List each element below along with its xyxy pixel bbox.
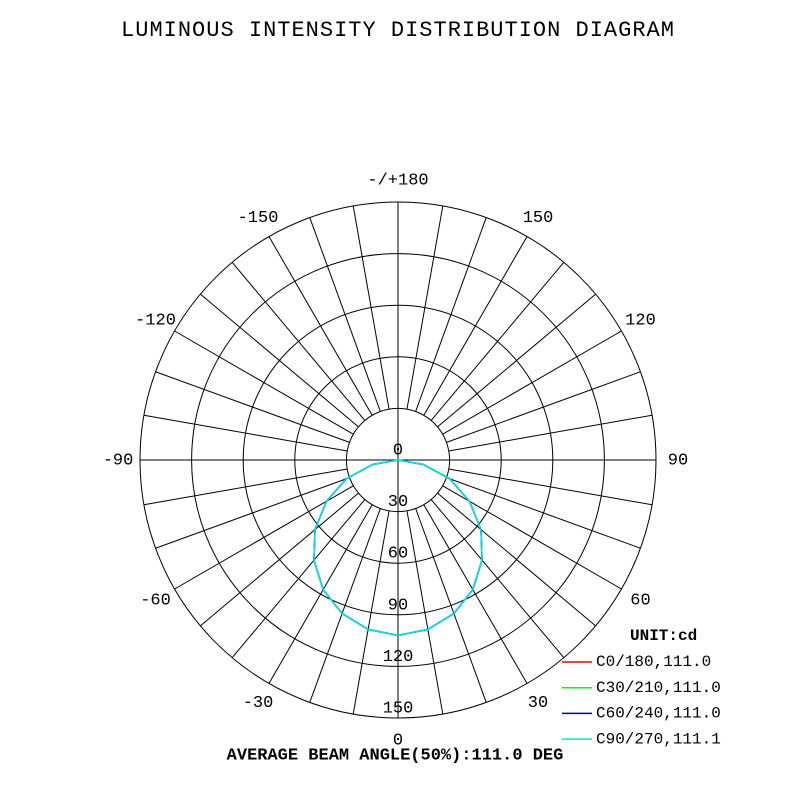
grid-spoke [155,477,350,549]
r-tick-label: 30 [388,493,408,512]
grid-spoke [231,499,366,658]
angle-tick-label: -/+180 [367,171,428,190]
footer: AVERAGE BEAM ANGLE(50%):111.0 DEG [227,746,564,765]
grid-spoke [423,236,528,416]
grid-spoke [448,414,653,452]
legend-label: C60/240,111.0 [596,705,721,723]
angle-tick-label: -30 [243,694,274,713]
grid-spoke [352,510,390,715]
angle-tick-label: -90 [103,451,134,470]
r-tick-label: 0 [393,441,403,460]
grid-spoke [442,330,622,435]
grid-spoke [268,504,373,684]
r-tick-label: 150 [383,699,414,718]
angle-tick-label: 60 [630,591,650,610]
grid-spoke [200,492,359,627]
grid-spoke [430,499,565,658]
angle-tick-label: -150 [238,209,279,228]
grid-spoke [309,217,381,412]
r-tick-label: 120 [383,648,414,667]
legend-label: C0/180,111.0 [596,653,711,671]
series-line [313,459,483,637]
angle-tick-label: 120 [625,311,656,330]
grid-spoke [174,485,354,590]
angle-tick-label: 0 [393,731,403,750]
grid-spoke [406,205,444,410]
legend-label: C90/270,111.1 [596,730,721,748]
grid-spoke [442,485,622,590]
grid-spoke [406,510,444,715]
angle-tick-label: 30 [528,694,548,713]
grid-spoke [352,205,390,410]
grid-spoke [309,508,381,703]
angle-tick-label: -120 [135,311,176,330]
grid-spoke [174,330,354,435]
grid-spoke [448,468,653,506]
grid-spoke [155,371,350,443]
grid-spoke [143,414,348,452]
grid-spoke [437,293,596,428]
legend-label: C30/210,111.0 [596,679,721,697]
grid-spoke [143,468,348,506]
grid-spoke [231,262,366,421]
angle-tick-label: -60 [140,591,171,610]
grid-spoke [415,508,487,703]
grid-spoke [430,262,565,421]
unit-label: UNIT:cd [630,627,697,645]
grid-spoke [446,371,641,443]
r-tick-label: 90 [388,596,408,615]
chart-title: LUMINOUS INTENSITY DISTRIBUTION DIAGRAM [121,18,675,43]
grid-spoke [268,236,373,416]
angle-tick-label: 90 [668,451,688,470]
grid-spoke [415,217,487,412]
grid-spoke [437,492,596,627]
r-tick-label: 60 [388,545,408,564]
grid-spoke [200,293,359,428]
grid-spoke [446,477,641,549]
grid-spoke [423,504,528,684]
angle-tick-label: 150 [523,209,554,228]
